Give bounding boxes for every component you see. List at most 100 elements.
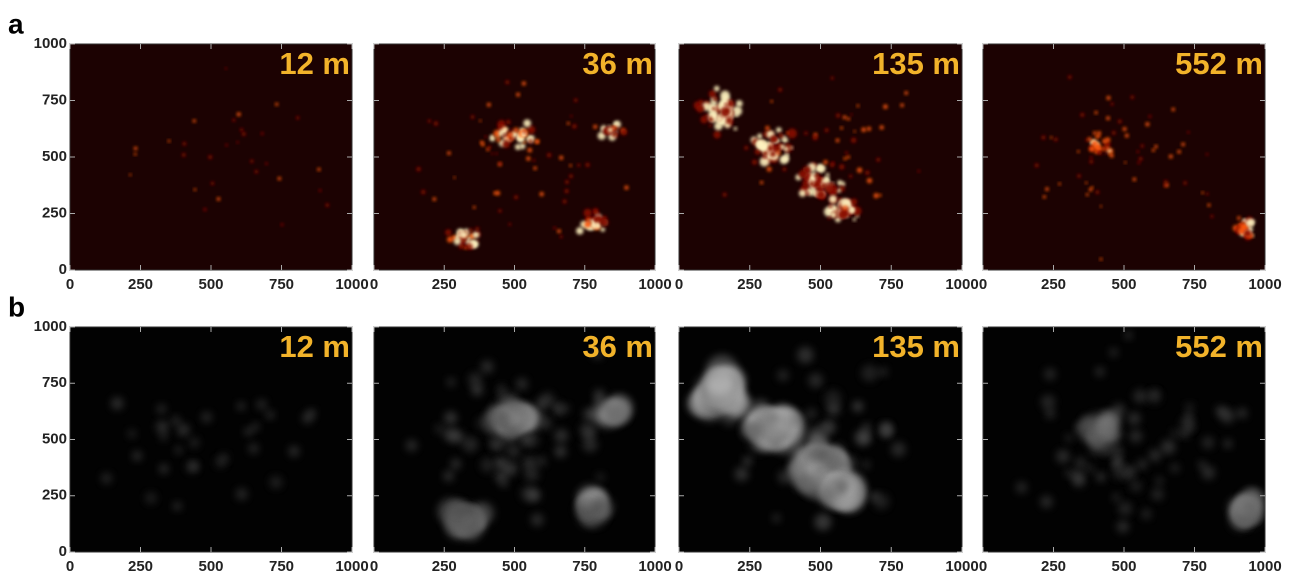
hotspot (1117, 119, 1122, 124)
hotspot (461, 236, 467, 243)
hotspot (1089, 156, 1093, 159)
hotspots (405, 349, 633, 541)
hotspot (876, 157, 881, 162)
hotspot (873, 193, 879, 199)
hotspot (486, 102, 491, 107)
hotspot (460, 231, 468, 239)
hotspot (787, 128, 798, 139)
hotspot (1247, 223, 1251, 227)
hotspot (1201, 436, 1215, 450)
hotspot (845, 151, 849, 155)
hotspot (842, 115, 847, 120)
hotspot (416, 166, 421, 172)
hotspot (236, 112, 241, 117)
hotspot (503, 136, 508, 141)
hotspot (484, 426, 496, 437)
hotspot (836, 188, 841, 193)
y-tick-label: 500 (42, 148, 67, 165)
hotspot (480, 360, 494, 374)
hotspot (576, 227, 584, 235)
hotspot (827, 216, 831, 220)
hotspot (587, 501, 596, 510)
hotspot (735, 100, 743, 107)
hotspot (110, 397, 124, 410)
hotspot (873, 493, 890, 510)
x-tick-label: 250 (1041, 558, 1066, 575)
hotspot (594, 395, 607, 407)
hotspot (1099, 257, 1103, 261)
hotspot (592, 349, 603, 360)
hotspot (513, 127, 519, 133)
hotspot (828, 443, 846, 461)
hotspot (813, 181, 820, 188)
hotspot (248, 443, 259, 454)
hotspot (458, 244, 464, 250)
hotspot (170, 415, 181, 426)
hotspot (453, 237, 461, 246)
y-tick-label: 1000 (34, 318, 67, 335)
hotspot (527, 125, 536, 134)
hotspot (181, 153, 186, 157)
hotspot (562, 199, 567, 204)
hotspot (843, 156, 847, 161)
hotspot (1137, 161, 1141, 165)
hotspot (269, 475, 283, 489)
panel-image (373, 43, 656, 271)
hotspot (755, 140, 764, 149)
hotspot (700, 115, 708, 124)
hotspot (779, 155, 789, 165)
hotspot (1237, 216, 1241, 220)
x-tick-label: 1000 (335, 276, 368, 293)
hotspot (1086, 464, 1095, 474)
hotspot (526, 156, 531, 161)
hotspot (251, 422, 260, 432)
hotspot (840, 181, 846, 187)
hotspot (159, 432, 169, 442)
hotspot (444, 411, 458, 425)
hotspots (129, 67, 330, 227)
x-tick-label: 0 (675, 276, 683, 293)
hotspot (808, 373, 824, 388)
hotspot (540, 392, 555, 406)
hotspot (832, 188, 837, 193)
hotspot (1058, 182, 1061, 186)
x-tick-label: 0 (370, 276, 378, 293)
hotspot (1234, 513, 1249, 528)
x-tick-label: 0 (66, 276, 74, 293)
hotspot (798, 189, 807, 197)
hotspot (467, 243, 473, 249)
hotspot (778, 87, 783, 92)
hotspot (1124, 331, 1133, 340)
hotspot (1129, 479, 1143, 493)
hotspot (1136, 150, 1140, 154)
hotspots (1034, 75, 1255, 261)
hotspot (783, 146, 789, 152)
hotspot (585, 162, 590, 168)
hotspot (559, 235, 563, 239)
hotspot (450, 458, 462, 470)
hotspot (904, 91, 909, 95)
hotspot (1140, 508, 1152, 520)
hotspot (583, 407, 597, 421)
hotspot (182, 141, 187, 146)
hotspot (716, 115, 723, 122)
hotspot (1207, 203, 1211, 207)
hotspot (433, 121, 439, 126)
hotspot (1096, 410, 1116, 430)
hotspot (756, 415, 765, 425)
hotspot (763, 155, 767, 159)
hotspot (778, 133, 784, 139)
hotspot (846, 117, 851, 121)
panel-label: 12 m (279, 329, 350, 364)
hotspot (1109, 153, 1114, 158)
hotspot (732, 106, 743, 116)
hotspot (508, 132, 513, 137)
hotspot (208, 155, 213, 160)
hotspot (569, 164, 572, 167)
hotspot (1089, 440, 1104, 456)
hotspot (834, 478, 850, 494)
hotspot (1140, 144, 1144, 148)
hotspot (1112, 453, 1123, 463)
hotspot (570, 114, 573, 118)
hotspot (597, 213, 600, 217)
